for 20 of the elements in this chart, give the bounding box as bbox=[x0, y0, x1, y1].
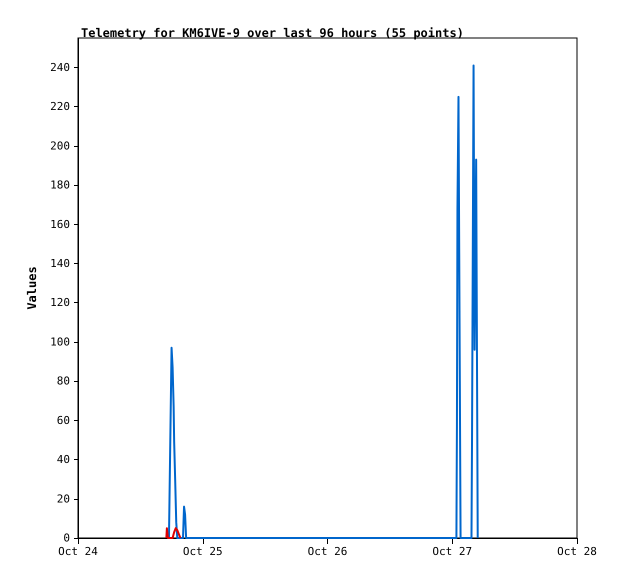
chart-title: Telemetry for KM6IVE-9 over last 96 hours (55 points) bbox=[81, 26, 464, 40]
y-tick-label: 240 bbox=[50, 60, 70, 74]
y-tick-label: 200 bbox=[50, 139, 70, 152]
x-tick-label: Oct 28 bbox=[557, 545, 597, 558]
y-tick-label: 40 bbox=[56, 453, 70, 466]
x-tick-label: Oct 24 bbox=[58, 545, 98, 558]
y-tick-label: 180 bbox=[50, 178, 70, 192]
y-tick-label: 60 bbox=[56, 414, 70, 427]
y-tick-label: 220 bbox=[50, 100, 70, 114]
y-tick-label: 160 bbox=[50, 218, 70, 231]
x-tick-label: Oct 25 bbox=[182, 545, 223, 558]
y-tick-label: 140 bbox=[50, 256, 70, 270]
y-tick-label: 0 bbox=[63, 532, 70, 544]
x-tick-label: Oct 27 bbox=[432, 545, 472, 558]
y-tick-label: 100 bbox=[50, 335, 70, 348]
x-tick-label: Oct 26 bbox=[308, 545, 348, 558]
y-tick-label: 80 bbox=[56, 374, 70, 388]
y-tick-label: 120 bbox=[50, 296, 70, 310]
y-tick-label: 20 bbox=[56, 492, 70, 506]
y-axis-title: Values bbox=[25, 266, 39, 310]
